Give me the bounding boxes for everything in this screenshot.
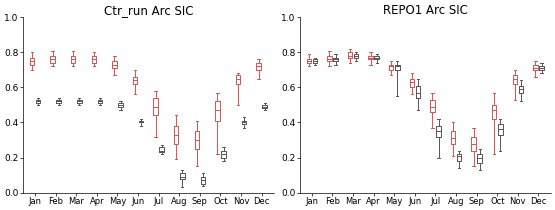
Title: Ctr_run Arc SIC: Ctr_run Arc SIC <box>104 4 193 17</box>
Title: REPO1 Arc SIC: REPO1 Arc SIC <box>383 4 468 17</box>
